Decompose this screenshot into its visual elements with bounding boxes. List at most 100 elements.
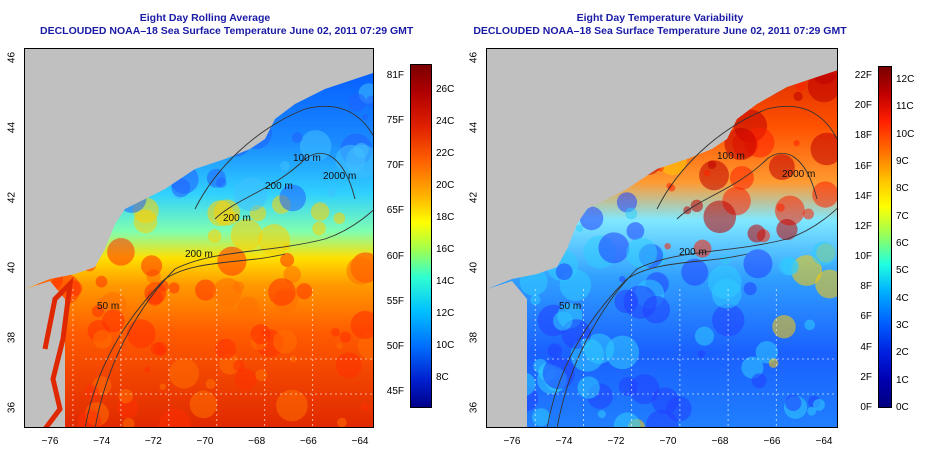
latitude-tick: 42 [6,191,18,204]
colorbar-label: 4F [860,341,872,353]
temperature-patch [605,335,640,370]
temperature-patch [233,177,268,212]
contour-label: 200 m [185,249,213,260]
temperature-patch [126,319,156,349]
latitude-tick: 44 [468,121,480,134]
temperature-patch [810,132,837,166]
temperature-patch [802,208,814,220]
temperature-patch [276,389,308,422]
variability-colorbar [878,66,892,408]
temperature-patch [280,161,290,171]
depth-contour [194,105,373,210]
temperature-patch [626,222,645,240]
temperature-patch [774,195,805,226]
temperature-patch [613,412,641,427]
temperature-patch [348,93,367,112]
depth-contour [546,253,748,427]
colorbar-label: 10F [854,251,872,263]
temperature-patch [793,140,800,147]
panel1-title: Eight Day Rolling Average DECLOUDED NOAA… [40,12,413,38]
temperature-patch [785,394,802,412]
temperature-patch [159,409,191,427]
depth-contour [84,253,286,427]
longitude-tick: −64 [351,436,369,447]
depth-contour [94,209,373,427]
colorbar-label: 16C [436,244,455,255]
temperature-patch [741,356,764,379]
contour-label: 200 m [265,181,293,192]
longitude-tick: −76 [503,436,521,447]
latitude-tick: 42 [468,191,480,204]
contour-label: 100 m [293,153,321,164]
temperature-patch [207,229,222,243]
temperature-patch [772,314,796,339]
temperature-patch [815,269,837,299]
temperature-patch [101,309,125,333]
temperature-patch [751,373,767,389]
temperature-patch [694,326,714,346]
longitude-tick: −76 [41,436,59,447]
temperature-patch [664,243,671,250]
colorbar-label: 4C [896,292,909,304]
temperature-patch [335,144,366,175]
latitude-tick: 40 [468,261,480,274]
temperature-patch [703,200,737,234]
temperature-patch [711,278,742,309]
colorbar-label: 22C [436,148,455,159]
temperature-patch [776,203,785,212]
temperature-patch [768,358,779,368]
temperature-patch [625,207,638,220]
temperature-patch [93,329,112,349]
land-mass [487,49,837,289]
temperature-patch [743,282,757,296]
longitude-tick: −72 [607,436,625,447]
temperature-patch [707,160,717,170]
latitude-tick: 36 [6,401,18,414]
longitude-tick: −70 [659,436,677,447]
temperature-patch [346,256,373,285]
rolling-average-map: 100 m 200 m 200 m 2000 m 50 m 200 m [24,48,374,428]
temperature-patch [331,327,340,337]
temperature-patch [215,338,236,360]
temperature-variability-map: 100 m 2000 m 200 m 50 m [486,48,838,428]
colorbar-label: 20F [854,100,872,112]
temperature-patch [720,254,731,265]
temperature-patch [807,69,837,103]
temperature-patch [362,113,369,121]
temperature-patch [619,275,626,283]
land-mass-south [487,281,527,427]
temperature-patch [579,206,604,231]
temperature-patch [795,81,806,92]
temperature-patch [729,165,754,190]
temperature-patch [333,212,346,225]
temperature-patch [778,256,798,276]
longitude-tick: −74 [93,436,111,447]
colorbar-label: 70F [386,160,404,172]
temperature-patch [666,396,692,422]
temperature-patch [618,376,638,397]
colorbar-label: 24C [436,116,455,127]
colorbar-label: 26C [436,84,455,95]
colorbar-label: 3C [896,320,909,331]
temperature-patch [724,127,757,161]
colorbar-label: 2F [860,371,872,383]
temperature-patch [357,332,373,360]
temperature-patch [747,224,766,243]
contour-label: 50 m [559,301,581,312]
land-mass [25,49,373,289]
temperature-patch [279,184,307,212]
temperature-patch [168,358,199,389]
temperature-patch [366,95,373,107]
temperature-patch [804,319,815,331]
panel2-title-line: Eight Day Temperature Variability [576,12,744,24]
temperature-patch [614,289,639,314]
temperature-patch [666,182,673,190]
colorbar-label: 6F [860,311,872,323]
temperature-patch [168,282,180,294]
temperature-patch [681,258,709,286]
temperature-patch [326,187,336,197]
temperature-patch [768,154,795,180]
longitude-tick: −70 [196,436,214,447]
latitude-tick: 38 [6,331,18,344]
temperature-patch [237,296,259,318]
